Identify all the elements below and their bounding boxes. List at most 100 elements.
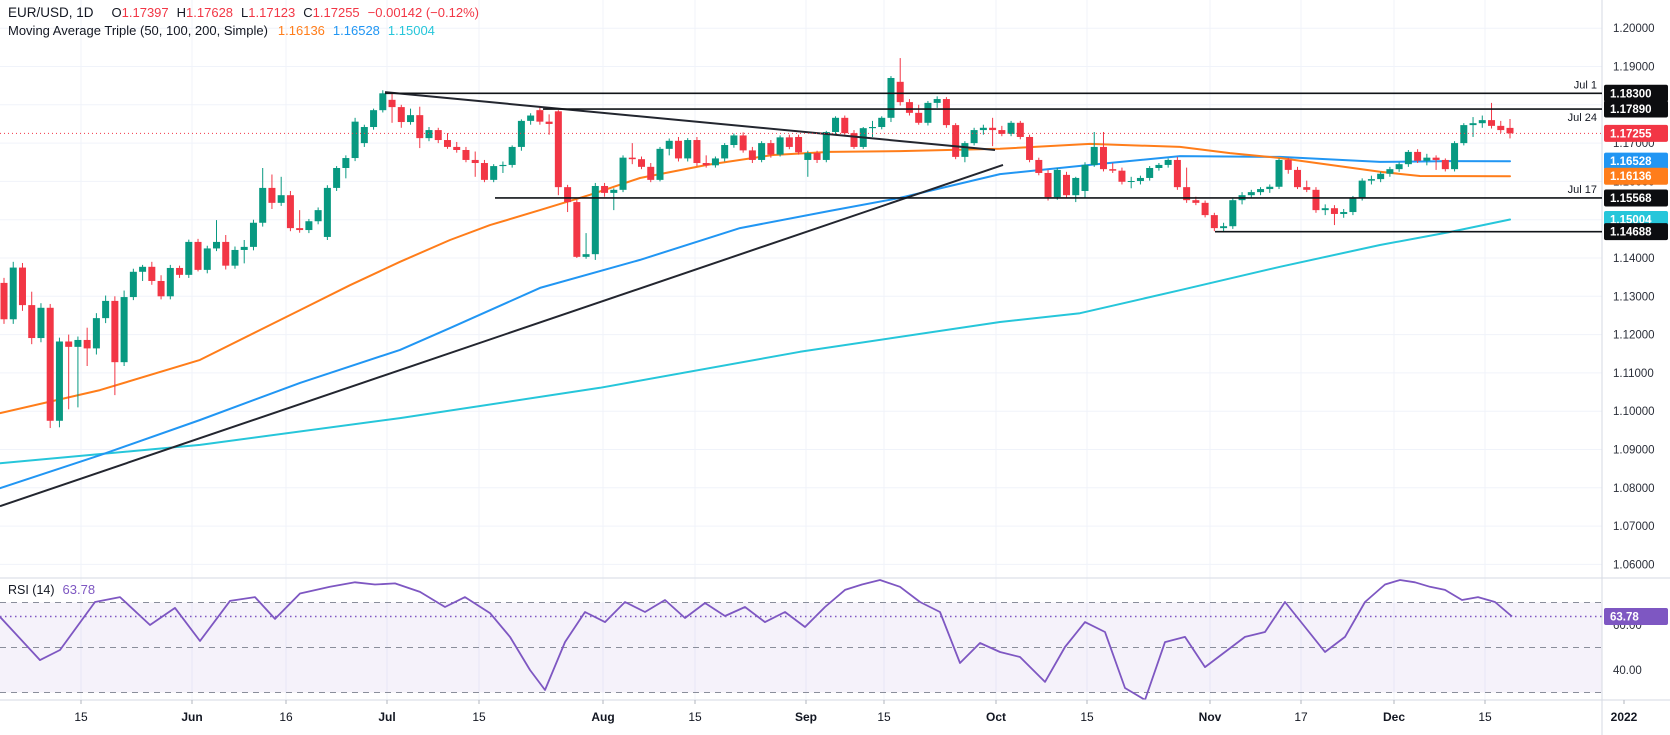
candle-body bbox=[582, 254, 590, 257]
candle-body bbox=[656, 148, 664, 180]
time-tick-label: 15 bbox=[1478, 710, 1492, 724]
candle-body bbox=[1266, 186, 1274, 190]
candle-body bbox=[1330, 208, 1338, 214]
candle-body bbox=[222, 241, 230, 266]
candle-body bbox=[1118, 170, 1126, 182]
badge-bg bbox=[1604, 84, 1668, 102]
badge-bg bbox=[1604, 189, 1668, 207]
candle-body bbox=[388, 99, 396, 108]
trendline-descending-resistance[interactable] bbox=[384, 91, 996, 151]
price-tick-label: 1.13000 bbox=[1613, 291, 1655, 303]
high-key: H bbox=[176, 5, 187, 20]
candle-body bbox=[1183, 187, 1191, 201]
candle-body bbox=[1460, 125, 1468, 144]
candle-body bbox=[139, 266, 147, 272]
candle-body bbox=[1016, 122, 1024, 137]
time-tick-label: Sep bbox=[795, 710, 817, 724]
time-tick-label: Nov bbox=[1199, 710, 1222, 724]
candle-body bbox=[508, 146, 516, 165]
candlestick-series bbox=[0, 58, 1514, 429]
candle-body bbox=[148, 266, 156, 281]
ray-date-label: Jul 24 bbox=[1568, 112, 1597, 124]
candle-body bbox=[1053, 169, 1061, 198]
candle-body bbox=[804, 153, 812, 160]
candle-body bbox=[1007, 122, 1015, 134]
candle-body bbox=[1247, 192, 1255, 196]
candle-body bbox=[1210, 215, 1218, 229]
rsi-line bbox=[0, 579, 1513, 700]
candle-body bbox=[342, 158, 350, 168]
candle-body bbox=[1164, 159, 1172, 165]
candle-body bbox=[185, 241, 193, 275]
time-tick-label: 17 bbox=[1294, 710, 1308, 724]
close-key: C bbox=[303, 5, 313, 20]
candle-body bbox=[868, 127, 876, 129]
candle-body bbox=[434, 130, 442, 141]
candle-body bbox=[527, 115, 535, 121]
trendline-ascending-support[interactable] bbox=[0, 163, 1004, 508]
price-axis[interactable]: 1.200001.190001.180001.170001.160001.150… bbox=[1604, 23, 1668, 677]
candle-body bbox=[878, 117, 886, 128]
candle-body bbox=[822, 131, 830, 160]
candle-body bbox=[896, 81, 904, 103]
time-tick-label: Jun bbox=[181, 710, 202, 724]
symbol-legend-row[interactable]: EUR/USD, 1D O1.17397 H1.17628 L1.17123 C1.17… bbox=[8, 4, 479, 22]
candle-body bbox=[961, 143, 969, 157]
sma-100-line bbox=[0, 155, 1511, 490]
time-tick-label: 15 bbox=[472, 710, 486, 724]
price-level-badge: 1.17890 bbox=[1604, 100, 1668, 118]
time-tick-label: Jul bbox=[378, 710, 395, 724]
candle-body bbox=[277, 195, 285, 203]
time-tick-label: 15 bbox=[688, 710, 702, 724]
ma-indicator-legend-row[interactable]: Moving Average Triple (50, 100, 200, Sim… bbox=[8, 23, 435, 38]
candle-body bbox=[176, 267, 184, 275]
candle-body bbox=[425, 130, 433, 139]
sma-200-line bbox=[0, 218, 1511, 465]
candle-body bbox=[1146, 167, 1154, 178]
time-axis[interactable]: 15 Jun 16 Jul 15 Aug 15 Sep 15 Oct 15 Nov 17 Dec 15 202… bbox=[74, 700, 1638, 724]
candle-body bbox=[28, 305, 36, 339]
candle-body bbox=[1155, 164, 1163, 168]
candle-body bbox=[915, 112, 923, 123]
rsi-indicator-title: RSI (14) bbox=[8, 583, 55, 597]
candle-body bbox=[360, 127, 368, 144]
time-tick-label: 2022 bbox=[1611, 710, 1638, 724]
candle-body bbox=[213, 241, 221, 249]
rsi-indicator-legend-row[interactable]: RSI (14) 63.78 bbox=[8, 582, 95, 597]
rsi-pane bbox=[0, 579, 1602, 700]
candle-body bbox=[83, 339, 91, 349]
badge-text: 1.16528 bbox=[1610, 156, 1652, 168]
candle-body bbox=[1081, 164, 1089, 191]
sma200-value: 1.15004 bbox=[387, 23, 435, 38]
candle-body bbox=[1497, 125, 1505, 131]
price-level-badge: 1.18300 bbox=[1604, 84, 1668, 102]
candle-body bbox=[314, 210, 322, 222]
candle-body bbox=[841, 117, 849, 134]
candle-body bbox=[517, 120, 525, 147]
ray-date-label: Jul 1 bbox=[1574, 79, 1597, 91]
candle-body bbox=[730, 135, 738, 146]
low-key: L bbox=[241, 5, 249, 20]
candle-body bbox=[65, 341, 73, 347]
candle-body bbox=[499, 164, 507, 167]
candle-body bbox=[1201, 202, 1209, 216]
candle-body bbox=[693, 140, 701, 164]
ma-indicator-title: Moving Average Triple (50, 100, 200, Sim… bbox=[8, 23, 268, 38]
candle-body bbox=[887, 77, 895, 118]
candle-body bbox=[120, 297, 128, 363]
time-tick-label: Aug bbox=[591, 710, 614, 724]
badge-text: 1.18300 bbox=[1610, 88, 1652, 100]
candle-body bbox=[1386, 169, 1394, 174]
candle-body bbox=[1349, 197, 1357, 213]
candle-body bbox=[351, 121, 359, 159]
candle-body bbox=[1127, 181, 1135, 183]
candle-body bbox=[554, 111, 562, 188]
candle-body bbox=[1312, 189, 1320, 211]
candle-body bbox=[785, 137, 793, 147]
price-level-badge: 1.15568 bbox=[1604, 189, 1668, 207]
rsi-tick-label: 40.00 bbox=[1613, 665, 1642, 677]
ray-date-label: Jul 17 bbox=[1568, 184, 1597, 196]
candle-body bbox=[832, 117, 840, 132]
candle-body bbox=[453, 146, 461, 150]
